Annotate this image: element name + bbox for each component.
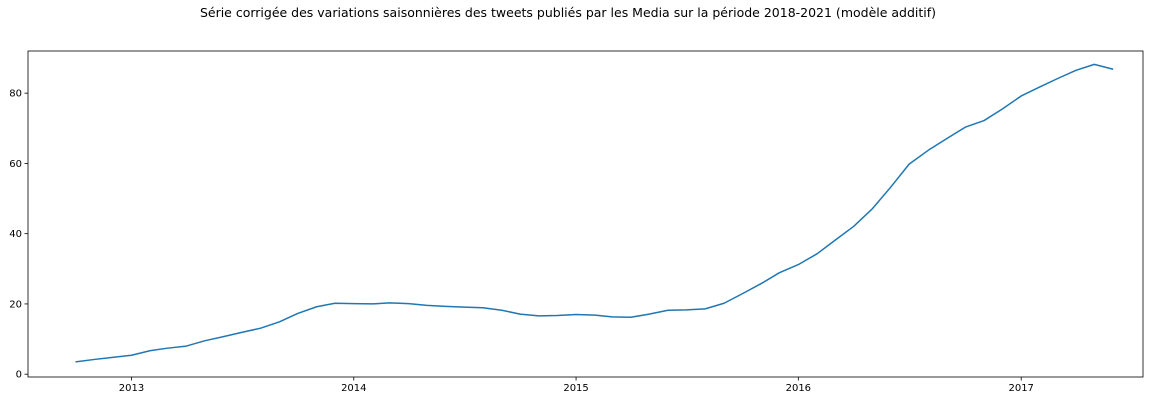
chart-title: Série corrigée des variations saisonnièr… bbox=[199, 5, 937, 20]
y-tick-label: 20 bbox=[9, 299, 22, 310]
plot-area bbox=[75, 63, 1114, 363]
axes: 2013 2014 2015 2016 2017 0 20 40 60 80 bbox=[9, 50, 1144, 394]
y-tick-label: 40 bbox=[9, 229, 22, 240]
x-tick-label: 2014 bbox=[341, 383, 366, 394]
x-tick-label: 2017 bbox=[1008, 383, 1033, 394]
y-tick-label: 80 bbox=[9, 89, 22, 100]
x-tick-label: 2013 bbox=[119, 383, 144, 394]
plot-frame bbox=[27, 50, 1144, 378]
x-tick-label: 2015 bbox=[563, 383, 588, 394]
y-tick-label: 60 bbox=[9, 159, 22, 170]
y-tick-label: 0 bbox=[16, 370, 22, 381]
series-line-0 bbox=[75, 63, 1114, 363]
x-tick-label: 2016 bbox=[786, 383, 811, 394]
